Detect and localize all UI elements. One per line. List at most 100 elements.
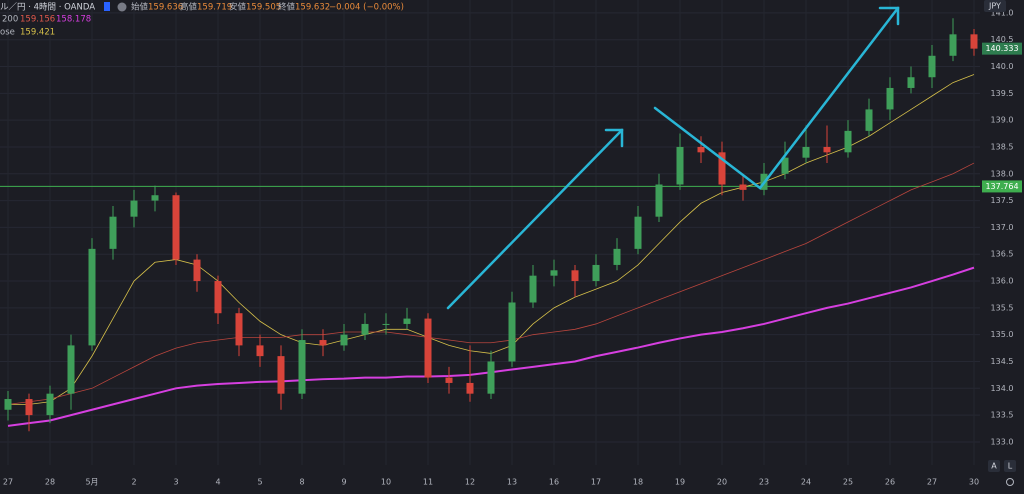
candle-body (25, 399, 33, 416)
controls: JPY A L (984, 0, 1016, 486)
candle-body (172, 195, 180, 260)
x-tick-label: 30 (969, 478, 979, 487)
candle-body (382, 323, 390, 325)
y-tick-label: 133.0 (991, 437, 1014, 446)
y-tick-label: 135.0 (991, 330, 1014, 339)
button[interactable] (988, 460, 1000, 472)
y-tick-label: 139.5 (991, 89, 1014, 98)
indicator-value: 159.156 (20, 15, 55, 25)
currency[interactable]: JPY (988, 2, 1001, 11)
trend-arrow (446, 128, 624, 310)
button[interactable] (1004, 460, 1016, 472)
header: ル／円 · 4時間 · OANDA 始値 159.636 高値 159.719 … (0, 2, 404, 38)
x-tick-label: 3 (173, 478, 178, 487)
x-tick-label: 27 (3, 478, 13, 487)
candle-body (109, 216, 117, 249)
candle-body (907, 77, 915, 88)
indicator-value: 158.178 (56, 15, 91, 25)
candle-body (403, 318, 411, 324)
ohlc-value: 159.505 (246, 3, 281, 13)
x-tick-label: 5 (257, 478, 262, 487)
x-tick-label: 17 (591, 478, 601, 487)
y-tick-label: 137.0 (991, 223, 1014, 232)
flag-icon (104, 2, 110, 11)
candle-body (4, 399, 12, 410)
arrow-head (878, 6, 900, 26)
candle-body (298, 340, 306, 394)
y-tick-label: 137.5 (991, 196, 1014, 205)
x-tick-label: 4 (215, 478, 220, 487)
candle-body (445, 377, 453, 383)
y-tick-label: 141.0 (991, 8, 1014, 17)
status-icon (117, 2, 127, 12)
change: −0.004 (−0.00%) (329, 3, 404, 13)
settings-icon[interactable] (1006, 478, 1014, 486)
x-tick-label: 20 (717, 478, 727, 487)
y-tick-label: 134.0 (991, 384, 1014, 393)
candle-body (949, 34, 957, 56)
candle-body (865, 109, 873, 131)
x-tick-label: 13 (507, 478, 517, 487)
candle-body (676, 146, 684, 185)
candle-body (256, 345, 264, 357)
ohlc-value: 159.636 (148, 3, 183, 13)
candle-body (277, 356, 285, 394)
x-tick-label: 12 (465, 478, 475, 487)
y-tick-label: 138.5 (991, 142, 1014, 151)
grid (0, 0, 980, 465)
candle-body (487, 361, 495, 394)
x-tick-label: 5月 (85, 478, 98, 487)
ohlc-label: 終値 (278, 2, 296, 13)
x-tick-label: 19 (675, 478, 685, 487)
last-price-box (982, 42, 1022, 55)
indicator-name: ose (0, 28, 15, 38)
x-tick-label: 9 (341, 478, 346, 487)
ohlc-label: 安値 (229, 2, 247, 13)
candle-body (340, 334, 348, 346)
y-tick-label: 133.5 (991, 411, 1014, 420)
candle-body (802, 146, 810, 158)
candle-body (718, 152, 726, 185)
button-label[interactable]: L (1008, 462, 1013, 471)
ohlc-label: 高値 (180, 2, 198, 13)
button-label[interactable]: A (991, 462, 997, 471)
y-tick-label: 140.5 (991, 35, 1014, 44)
x-tick-label: 27 (927, 478, 937, 487)
price-axis: 133.0 133.5 134.0 134.5 135.0 135.5 136.0 136.5… (3, 8, 1022, 487)
annotations (446, 6, 900, 310)
candle-body (634, 216, 642, 249)
candle-body (193, 259, 201, 282)
y-tick-label: 139.0 (991, 116, 1014, 125)
x-tick-label: 28 (45, 478, 55, 487)
candle-body (67, 345, 75, 394)
x-tick-label: 2 (131, 478, 136, 487)
x-tick-label: 24 (801, 478, 811, 487)
candle-body (361, 323, 369, 335)
candle-body (151, 195, 159, 201)
ohlc-label: 始値 (131, 2, 149, 13)
candle-body (130, 200, 138, 217)
candle-body (571, 270, 579, 282)
currency-box[interactable] (984, 0, 1006, 12)
candle-body (928, 55, 936, 78)
x-tick-label: 18 (633, 478, 643, 487)
x-tick-label: 26 (885, 478, 895, 487)
candle-body (424, 318, 432, 378)
candle-body (697, 146, 705, 153)
trend-arrow (653, 6, 900, 190)
candle-body (970, 34, 978, 49)
ohlc-value: 159.632 (295, 3, 330, 13)
candle-body (592, 264, 600, 282)
y-tick-label: 136.5 (991, 250, 1014, 259)
candle-body (214, 281, 222, 314)
candle-body (739, 184, 747, 190)
y-tick-label: 138.0 (991, 169, 1014, 178)
last-price-label: 140.333 (985, 44, 1018, 53)
candle-body (529, 275, 537, 303)
x-tick-label: 8 (299, 478, 304, 487)
x-tick-label: 23 (759, 478, 769, 487)
candle-body (46, 393, 54, 416)
candle-body (88, 248, 96, 346)
candle-body (550, 270, 558, 276)
